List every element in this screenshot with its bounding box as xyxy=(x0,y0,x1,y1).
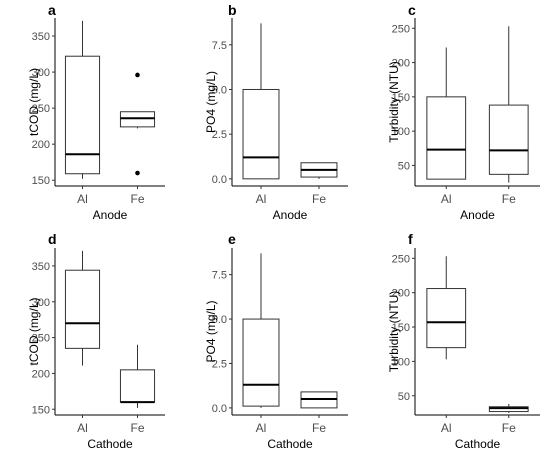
box-al xyxy=(242,23,280,180)
panel-e: e 0.0 2.5 5.0 7.5 Al Fe Cathode PO4 (mg/L) xyxy=(204,231,348,451)
x-axis-title: Cathode xyxy=(267,437,313,451)
y-tick-label: 7.5 xyxy=(212,270,227,282)
box-al xyxy=(426,47,467,180)
x-axis-title: Anode xyxy=(93,208,128,222)
y-tick-label: 300 xyxy=(32,67,50,79)
y-tick-label: 2.5 xyxy=(212,358,227,370)
y-tick-label: 250 xyxy=(392,253,410,265)
x-axis-title: Anode xyxy=(460,208,495,222)
box-fe xyxy=(300,391,338,409)
y-tick-label: 350 xyxy=(32,261,50,273)
y-axis-title: Turbidity (NTU) xyxy=(387,291,401,373)
x-axis-title: Cathode xyxy=(87,437,133,451)
panel-letter: c xyxy=(408,2,416,18)
y-tick-label: 250 xyxy=(32,333,50,345)
box-fe xyxy=(119,72,156,176)
panel-letter: e xyxy=(228,231,236,247)
y-tick-label: 200 xyxy=(32,139,50,151)
box-fe xyxy=(119,344,156,408)
iqr-box xyxy=(488,104,529,175)
x-tick-label: Fe xyxy=(130,421,144,435)
iqr-box xyxy=(426,288,467,349)
y-tick-label: 0.0 xyxy=(212,174,227,186)
y-tick-label: 200 xyxy=(32,368,50,380)
y-tick-label: 50 xyxy=(398,160,410,172)
panel-letter: b xyxy=(228,2,237,18)
y-tick-label: 250 xyxy=(32,103,50,115)
y-tick-label: 2.5 xyxy=(212,129,227,141)
y-tick-label: 150 xyxy=(392,322,410,334)
iqr-box xyxy=(426,96,467,180)
panel-letter: a xyxy=(48,2,56,18)
y-tick-label: 150 xyxy=(32,175,50,187)
iqr-box xyxy=(488,406,529,413)
y-tick-label: 150 xyxy=(392,92,410,104)
panel-letter: d xyxy=(48,231,57,247)
iqr-box xyxy=(242,318,280,407)
x-tick-label: Fe xyxy=(502,192,516,206)
outlier-point xyxy=(135,170,140,176)
box-fe xyxy=(488,26,529,183)
x-tick-label: Al xyxy=(441,192,452,206)
y-tick-label: 100 xyxy=(392,126,410,138)
y-tick-label: 200 xyxy=(392,288,410,300)
y-tick-label: 350 xyxy=(32,31,50,43)
panel-letter: f xyxy=(408,231,413,247)
y-axis-title: PO4 (mg/L) xyxy=(204,300,218,362)
y-axis-title: tCOD (mg/L) xyxy=(27,68,41,136)
y-tick-label: 0.0 xyxy=(212,403,227,415)
x-tick-label: Fe xyxy=(130,192,144,206)
x-tick-label: Al xyxy=(441,421,452,435)
y-tick-label: 150 xyxy=(32,404,50,416)
x-tick-label: Fe xyxy=(312,192,326,206)
x-tick-label: Fe xyxy=(502,421,516,435)
box-al xyxy=(242,253,280,408)
box-fe xyxy=(300,162,338,179)
y-tick-label: 200 xyxy=(392,58,410,70)
y-tick-label: 50 xyxy=(398,391,410,403)
panel-c: c 50 100 150 200 250 Al Fe Anode Turbidity (NTU) xyxy=(387,2,540,222)
outlier-point xyxy=(135,72,140,78)
y-tick-label: 100 xyxy=(392,356,410,368)
y-tick-label: 250 xyxy=(392,23,410,35)
iqr-box xyxy=(119,111,156,128)
panel-d: d 150 200 250 300 350 Al Fe Cathode tCOD (mg/L) xyxy=(27,231,165,451)
y-tick-label: 5.0 xyxy=(212,314,227,326)
x-axis-title: Anode xyxy=(273,208,308,222)
x-tick-label: Fe xyxy=(312,421,326,435)
box-fe xyxy=(488,404,529,413)
x-axis-title: Cathode xyxy=(455,437,501,451)
x-tick-label: Al xyxy=(256,192,267,206)
y-axis-title: tCOD (mg/L) xyxy=(27,297,41,365)
iqr-box xyxy=(64,55,101,175)
x-tick-label: Al xyxy=(77,192,88,206)
panel-b: b 0.0 2.5 5.0 7.5 Al Fe Anode PO4 (mg/L) xyxy=(204,2,348,222)
y-tick-label: 7.5 xyxy=(212,40,227,52)
y-tick-label: 300 xyxy=(32,297,50,309)
box-al xyxy=(426,256,467,360)
y-axis-title: PO4 (mg/L) xyxy=(204,71,218,133)
y-axis-title: Turbidity (NTU) xyxy=(387,61,401,143)
y-tick-label: 5.0 xyxy=(212,84,227,96)
x-tick-label: Al xyxy=(77,421,88,435)
iqr-box xyxy=(119,369,156,403)
box-al xyxy=(64,250,101,366)
x-tick-label: Al xyxy=(256,421,267,435)
iqr-box xyxy=(64,269,101,349)
iqr-box xyxy=(242,88,280,180)
box-al xyxy=(64,20,101,179)
